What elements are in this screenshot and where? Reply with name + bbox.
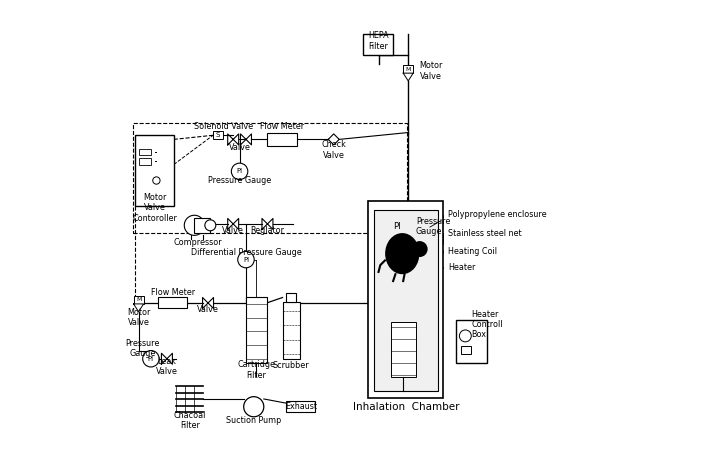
Bar xyxy=(456,320,487,363)
Bar xyxy=(391,322,416,377)
Bar xyxy=(286,401,315,412)
Circle shape xyxy=(205,220,216,231)
Bar xyxy=(246,297,267,363)
Polygon shape xyxy=(403,73,413,81)
Text: PI: PI xyxy=(243,256,249,263)
Bar xyxy=(134,296,144,304)
Text: Solenoid Valve: Solenoid Valve xyxy=(194,122,253,131)
Circle shape xyxy=(460,330,471,342)
Text: Pressure
Gauge: Pressure Gauge xyxy=(125,339,160,358)
Circle shape xyxy=(143,351,159,367)
Bar xyxy=(282,302,300,359)
Bar xyxy=(158,297,187,308)
Text: Exhaust: Exhaust xyxy=(285,402,317,411)
Text: Inhalation  Chamber: Inhalation Chamber xyxy=(353,402,459,412)
Bar xyxy=(132,123,407,233)
Text: M: M xyxy=(406,67,411,71)
Bar xyxy=(460,346,471,354)
Circle shape xyxy=(232,163,248,180)
Bar xyxy=(139,149,151,155)
Ellipse shape xyxy=(385,233,420,274)
Bar xyxy=(363,34,393,55)
Text: Valve: Valve xyxy=(229,143,251,152)
Text: Valve: Valve xyxy=(222,226,244,235)
Circle shape xyxy=(238,251,254,268)
Text: Flow Meter: Flow Meter xyxy=(260,122,305,131)
Text: Cartridge
Filter: Cartridge Filter xyxy=(237,361,275,380)
Bar xyxy=(139,158,151,165)
Bar xyxy=(287,293,296,302)
Bar xyxy=(268,133,297,146)
Text: S: S xyxy=(216,132,220,138)
Text: Suction Pump: Suction Pump xyxy=(226,416,282,425)
Circle shape xyxy=(386,216,407,236)
Text: Scrubber: Scrubber xyxy=(273,361,310,370)
Text: Motor
Valve: Motor Valve xyxy=(420,61,443,80)
Text: Motor
Valve: Motor Valve xyxy=(127,308,150,327)
Text: PI: PI xyxy=(148,356,154,362)
Text: Polypropylene enclosure: Polypropylene enclosure xyxy=(448,210,546,219)
Text: HEPA
Filter: HEPA Filter xyxy=(368,32,389,51)
Text: Check
Valve: Check Valve xyxy=(321,140,346,159)
Ellipse shape xyxy=(412,241,427,257)
Polygon shape xyxy=(134,304,144,312)
Text: Pressure Gauge: Pressure Gauge xyxy=(208,176,271,185)
Text: Reglator: Reglator xyxy=(251,226,284,235)
Text: Compressor: Compressor xyxy=(173,238,222,247)
Text: Chacoal
Filter: Chacoal Filter xyxy=(174,411,206,430)
Bar xyxy=(374,210,438,391)
Text: Motor
Valve
Contoroller: Motor Valve Contoroller xyxy=(132,193,177,223)
Text: Differential Pressure Gauge: Differential Pressure Gauge xyxy=(191,248,301,257)
Text: Leak
Valve: Leak Valve xyxy=(156,357,178,376)
Circle shape xyxy=(244,397,264,417)
Bar xyxy=(135,135,174,206)
Text: Heater
Controll
Box: Heater Controll Box xyxy=(472,309,503,340)
Text: M: M xyxy=(136,298,142,302)
Text: Stainless steel net: Stainless steel net xyxy=(448,228,522,238)
Text: PI: PI xyxy=(237,168,243,175)
Text: Valve: Valve xyxy=(197,305,219,314)
Text: Pressure
Gauge: Pressure Gauge xyxy=(416,217,451,236)
Bar xyxy=(213,131,223,139)
Text: Heating Coil: Heating Coil xyxy=(448,247,497,256)
Bar xyxy=(403,65,413,73)
Text: PI: PI xyxy=(393,222,401,231)
Text: Heater: Heater xyxy=(448,263,475,272)
Text: Flow Meter: Flow Meter xyxy=(151,288,195,297)
Bar xyxy=(194,218,210,233)
Bar xyxy=(368,201,444,398)
Circle shape xyxy=(153,177,160,184)
Circle shape xyxy=(184,215,204,235)
